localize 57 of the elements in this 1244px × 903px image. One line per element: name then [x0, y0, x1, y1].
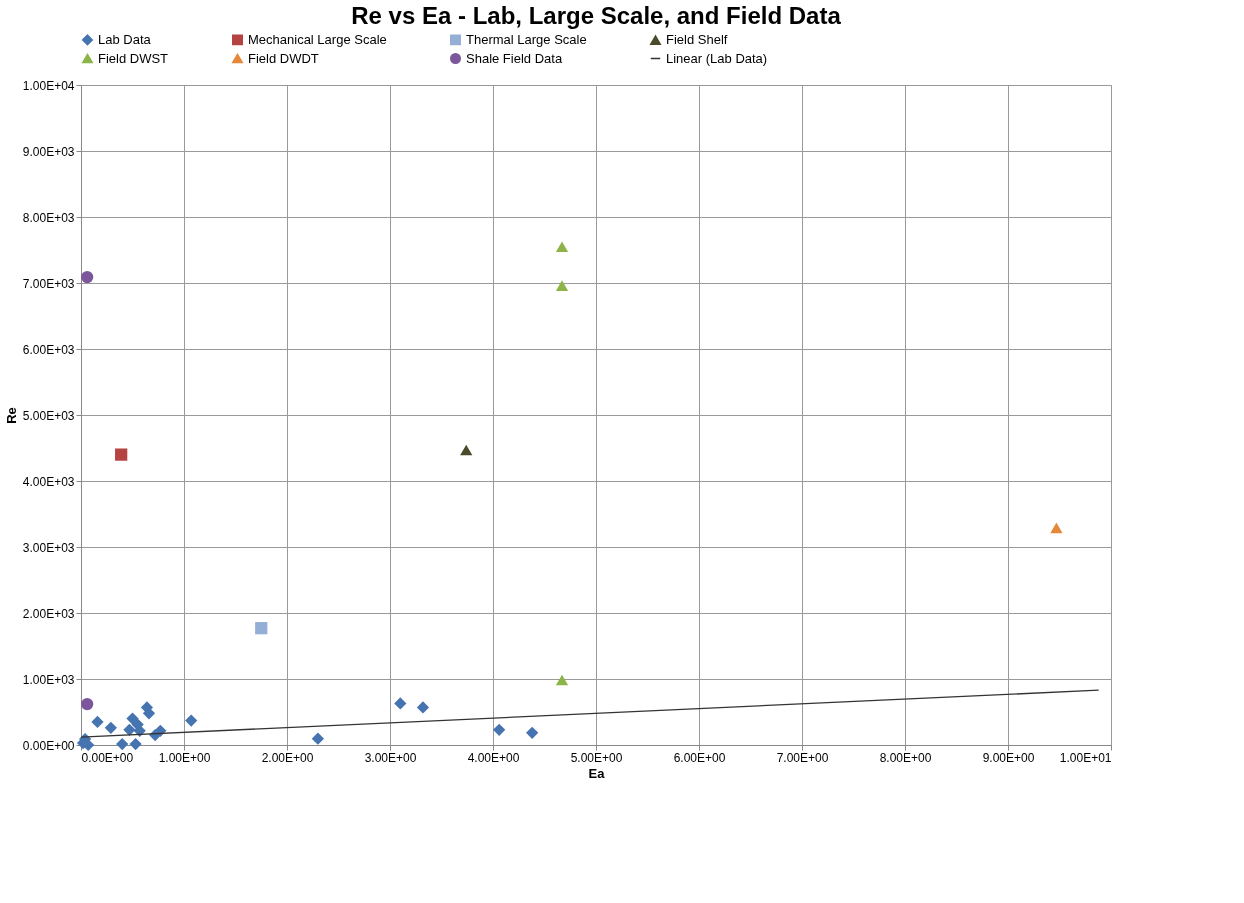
point: [81, 697, 94, 711]
x-tick-label: 1.00E+01: [1059, 750, 1112, 765]
point: [555, 241, 569, 252]
x-tick-label: 6.00E+00: [673, 750, 726, 765]
legend-label: Lab Data: [98, 31, 152, 47]
point: [526, 726, 539, 739]
point: [91, 715, 104, 729]
x-tick-label: 9.00E+00: [982, 750, 1035, 765]
x-tick-label: 3.00E+00: [364, 750, 417, 765]
point: [129, 737, 142, 751]
legend-label: Mechanical Large Scale: [248, 31, 387, 47]
y-tick-label: 2.00E+03: [22, 606, 75, 621]
legend-label: Field Shelf: [666, 32, 728, 48]
point: [493, 723, 506, 736]
y-tick-label: 7.00E+03: [22, 276, 75, 291]
point: [142, 707, 156, 720]
point: [416, 701, 430, 714]
x-tick-label: 7.00E+00: [776, 750, 829, 765]
x-tick-label: 5.00E+00: [570, 750, 623, 765]
x-axis-title: Ea: [588, 765, 606, 781]
point: [460, 444, 473, 456]
point: [82, 738, 95, 752]
point: [255, 622, 268, 635]
point: [81, 270, 94, 284]
point: [1050, 522, 1063, 534]
chart-title: Re vs Ea - Lab, Large Scale, and Field Data: [351, 2, 842, 29]
y-tick-label: 0.00E+00: [22, 738, 75, 753]
y-tick-label: 8.00E+03: [22, 210, 75, 225]
x-tick-label: 8.00E+00: [879, 750, 932, 765]
legend-label: Field DWST: [98, 50, 169, 66]
y-axis-title: Re: [3, 407, 19, 424]
y-tick-label: 3.00E+03: [22, 540, 75, 555]
legend-label: Shale Field Data: [466, 50, 563, 66]
x-tick-label: 2.00E+00: [261, 750, 314, 765]
point: [126, 712, 139, 725]
point: [185, 714, 198, 727]
y-tick-label: 1.00E+04: [22, 78, 75, 93]
point: [123, 723, 136, 736]
y-tick-label: 9.00E+03: [22, 144, 75, 159]
point: [394, 697, 407, 710]
point: [555, 674, 569, 686]
y-tick-label: 6.00E+03: [22, 342, 75, 357]
legend-label: Thermal Large Scale: [466, 31, 587, 47]
y-tick-label: 5.00E+03: [22, 408, 75, 423]
x-tick-label: 0.00E+00: [81, 750, 134, 765]
point: [115, 448, 128, 461]
point: [116, 737, 129, 751]
point: [311, 732, 325, 745]
y-tick-label: 1.00E+03: [22, 672, 75, 687]
point: [154, 724, 167, 737]
legend-label: Linear (Lab Data): [666, 50, 768, 66]
point: [104, 721, 117, 734]
x-tick-label: 1.00E+00: [158, 750, 211, 765]
y-tick-label: 4.00E+03: [22, 474, 75, 489]
point: [555, 280, 569, 291]
x-tick-label: 4.00E+00: [467, 750, 520, 765]
legend-label: Field DWDT: [248, 50, 319, 66]
